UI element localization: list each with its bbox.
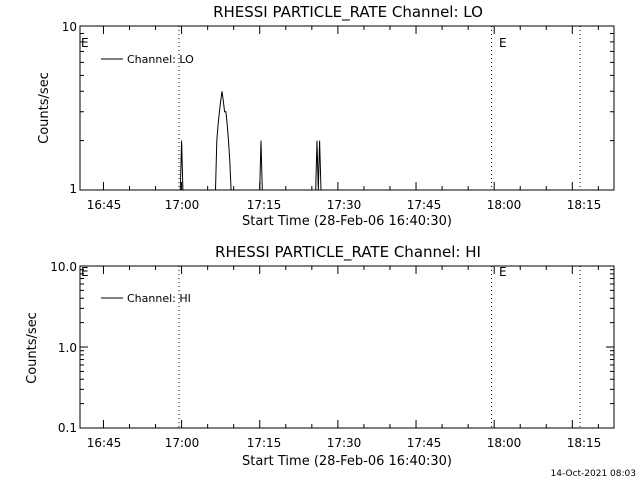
x-tick-label: 16:45 xyxy=(87,198,122,212)
x-axis-ticks xyxy=(102,26,599,190)
x-axis-label: Start Time (28-Feb-06 16:40:30) xyxy=(242,454,452,469)
event-marker-label: E xyxy=(81,36,89,50)
x-axis-ticks xyxy=(102,266,599,428)
y-axis-label: Counts/sec xyxy=(25,312,40,384)
x-tick-label: 17:45 xyxy=(407,436,442,450)
timestamp-footer: 14-Oct-2021 08:03 xyxy=(551,469,636,479)
event-marker-label: E xyxy=(499,36,507,50)
chart-panel-hi: RHESSI PARTICLE_RATE Channel: HI 10.0 1.… xyxy=(25,243,615,469)
y-tick-label: 1 xyxy=(69,182,77,196)
x-tick-label: 17:30 xyxy=(327,436,362,450)
y-tick-label: 1.0 xyxy=(58,341,77,355)
y-tick-label: 0.1 xyxy=(58,421,77,435)
y-axis-ticks xyxy=(80,265,614,429)
legend: Channel: HI xyxy=(101,292,191,305)
chart-panel-lo: RHESSI PARTICLE_RATE Channel: LO 10 1 16… xyxy=(37,3,615,229)
x-tick-label: 17:00 xyxy=(165,436,200,450)
x-tick-label: 18:15 xyxy=(567,198,602,212)
grid-lines xyxy=(178,266,581,428)
y-tick-label: 10.0 xyxy=(50,260,77,274)
legend-label: Channel: LO xyxy=(127,53,194,66)
series-line-channel-lo xyxy=(80,91,614,191)
plot-frame xyxy=(79,25,615,191)
legend-label: Channel: HI xyxy=(127,292,191,305)
event-marker-label: E xyxy=(499,265,507,279)
x-tick-label: 17:30 xyxy=(327,198,362,212)
y-axis-ticks xyxy=(80,25,614,191)
x-tick-label: 17:15 xyxy=(247,436,282,450)
x-tick-label: 17:45 xyxy=(407,198,442,212)
event-marker-label: E xyxy=(81,265,89,279)
legend: Channel: LO xyxy=(101,53,194,66)
grid-lines xyxy=(178,26,581,190)
x-axis-label: Start Time (28-Feb-06 16:40:30) xyxy=(242,214,452,229)
x-tick-label: 18:00 xyxy=(487,436,522,450)
x-tick-label: 18:00 xyxy=(487,198,522,212)
x-tick-label: 18:15 xyxy=(567,436,602,450)
x-tick-label: 16:45 xyxy=(87,436,122,450)
series-line xyxy=(80,91,614,191)
x-tick-label: 17:00 xyxy=(165,198,200,212)
y-tick-label: 10 xyxy=(62,20,77,34)
chart-title: RHESSI PARTICLE_RATE Channel: LO xyxy=(213,3,483,22)
y-axis-label: Counts/sec xyxy=(37,72,52,144)
chart-title: RHESSI PARTICLE_RATE Channel: HI xyxy=(215,243,481,262)
x-tick-label: 17:15 xyxy=(247,198,282,212)
